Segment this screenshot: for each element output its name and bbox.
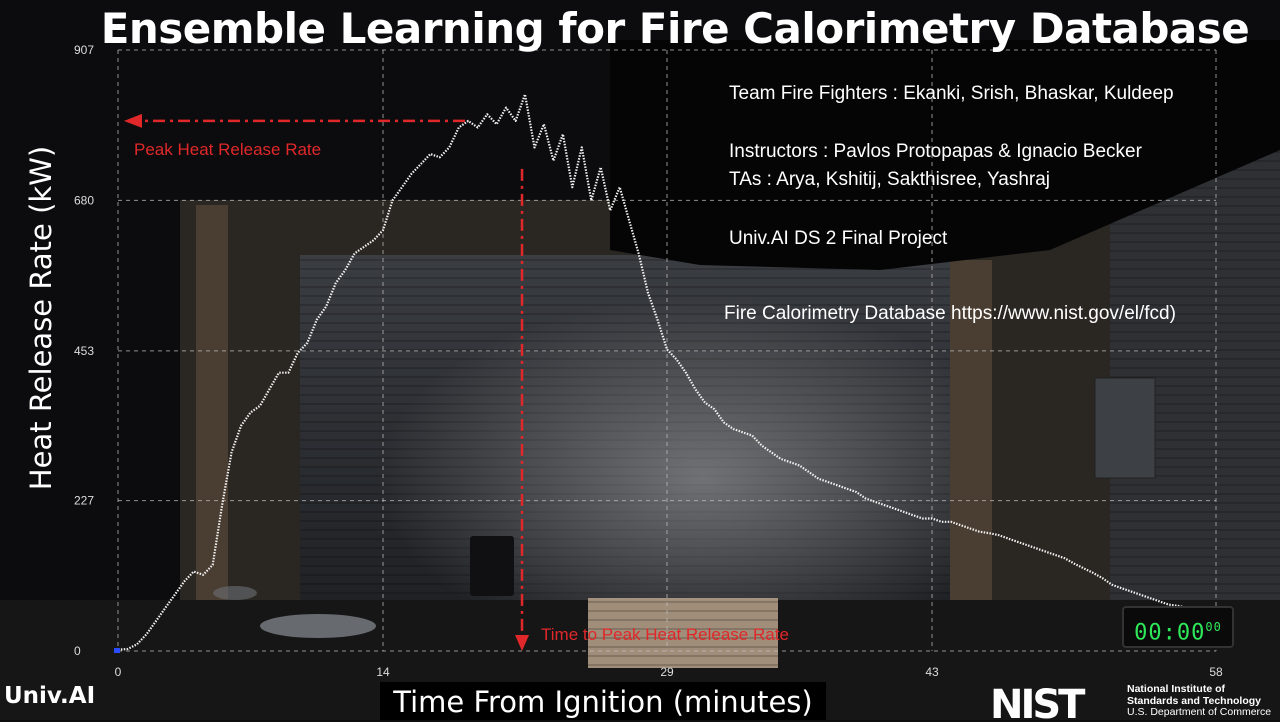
stopwatch-display: 00:0000 bbox=[1122, 606, 1234, 648]
chart-grid bbox=[117, 49, 1217, 652]
y-tick-label: 453 bbox=[74, 344, 94, 358]
x-tick-label: 0 bbox=[115, 665, 122, 679]
database-line: Fire Calorimetry Database https://www.ni… bbox=[724, 303, 1176, 325]
y-tick-label: 680 bbox=[74, 193, 94, 207]
hrr-curve bbox=[117, 93, 1217, 651]
tas-line: TAs : Arya, Kshitij, Sakthisree, Yashraj bbox=[729, 169, 1051, 190]
x-tick-label: 43 bbox=[925, 665, 939, 679]
trash-bin bbox=[470, 536, 514, 596]
hrr-chart: 0 14 29 43 58 0 227 453 680 907 Peak Heat Release… bbox=[74, 43, 1223, 679]
x-tick-label: 58 bbox=[1209, 665, 1223, 679]
nist-line-2: Standards and Technology bbox=[1127, 694, 1261, 707]
axis-ticks: 0 14 29 43 58 0 227 453 680 907 bbox=[74, 43, 1223, 679]
foil-debris bbox=[260, 614, 376, 638]
x-tick-label: 14 bbox=[376, 665, 390, 679]
x-tick-label: 29 bbox=[660, 665, 674, 679]
nist-logo-text: NIST bbox=[990, 684, 1086, 720]
univ-ai-logo: Univ.AI bbox=[4, 683, 96, 709]
stopwatch-main: 00:00 bbox=[1134, 620, 1206, 646]
nist-logo: NIST bbox=[990, 684, 1089, 720]
y-tick-label: 227 bbox=[74, 494, 94, 508]
database-suffix: ) bbox=[1169, 303, 1176, 324]
database-link[interactable]: https://www.nist.gov/el/fcd bbox=[951, 303, 1170, 324]
left-pillar bbox=[196, 205, 228, 625]
peak-arrow-head bbox=[124, 113, 142, 128]
time-to-peak-label: Time to Peak Heat Release Rate bbox=[541, 625, 789, 644]
y-tick-label: 907 bbox=[74, 43, 94, 57]
slide-title: Ensemble Learning for Fire Calorimetry D… bbox=[100, 4, 1250, 53]
electrical-panel bbox=[1094, 377, 1156, 479]
project-line: Univ.AI DS 2 Final Project bbox=[729, 228, 948, 249]
instructors-line: Instructors : Pavlos Protopapas & Ignaci… bbox=[729, 141, 1142, 162]
database-label: Fire Calorimetry Database bbox=[724, 303, 946, 324]
nist-caption: National Institute of Standards and Tech… bbox=[1127, 683, 1272, 719]
origin-marker bbox=[114, 648, 120, 653]
nist-line-1: National Institute of bbox=[1127, 683, 1225, 695]
team-line: Team Fire Fighters : Ekanki, Srish, Bhas… bbox=[729, 83, 1174, 104]
nist-line-3: U.S. Department of Commerce bbox=[1127, 706, 1272, 718]
stopwatch-small: 00 bbox=[1205, 620, 1222, 634]
exhaust-hood bbox=[610, 40, 1280, 270]
y-tick-label: 0 bbox=[74, 644, 81, 658]
time-to-peak-arrow-head bbox=[515, 635, 530, 651]
y-axis-label: Heat Release Rate (kW) bbox=[24, 145, 58, 491]
right-pillar bbox=[950, 260, 992, 640]
peak-label: Peak Heat Release Rate bbox=[134, 140, 321, 159]
x-axis-label: Time From Ignition (minutes) bbox=[380, 682, 826, 720]
